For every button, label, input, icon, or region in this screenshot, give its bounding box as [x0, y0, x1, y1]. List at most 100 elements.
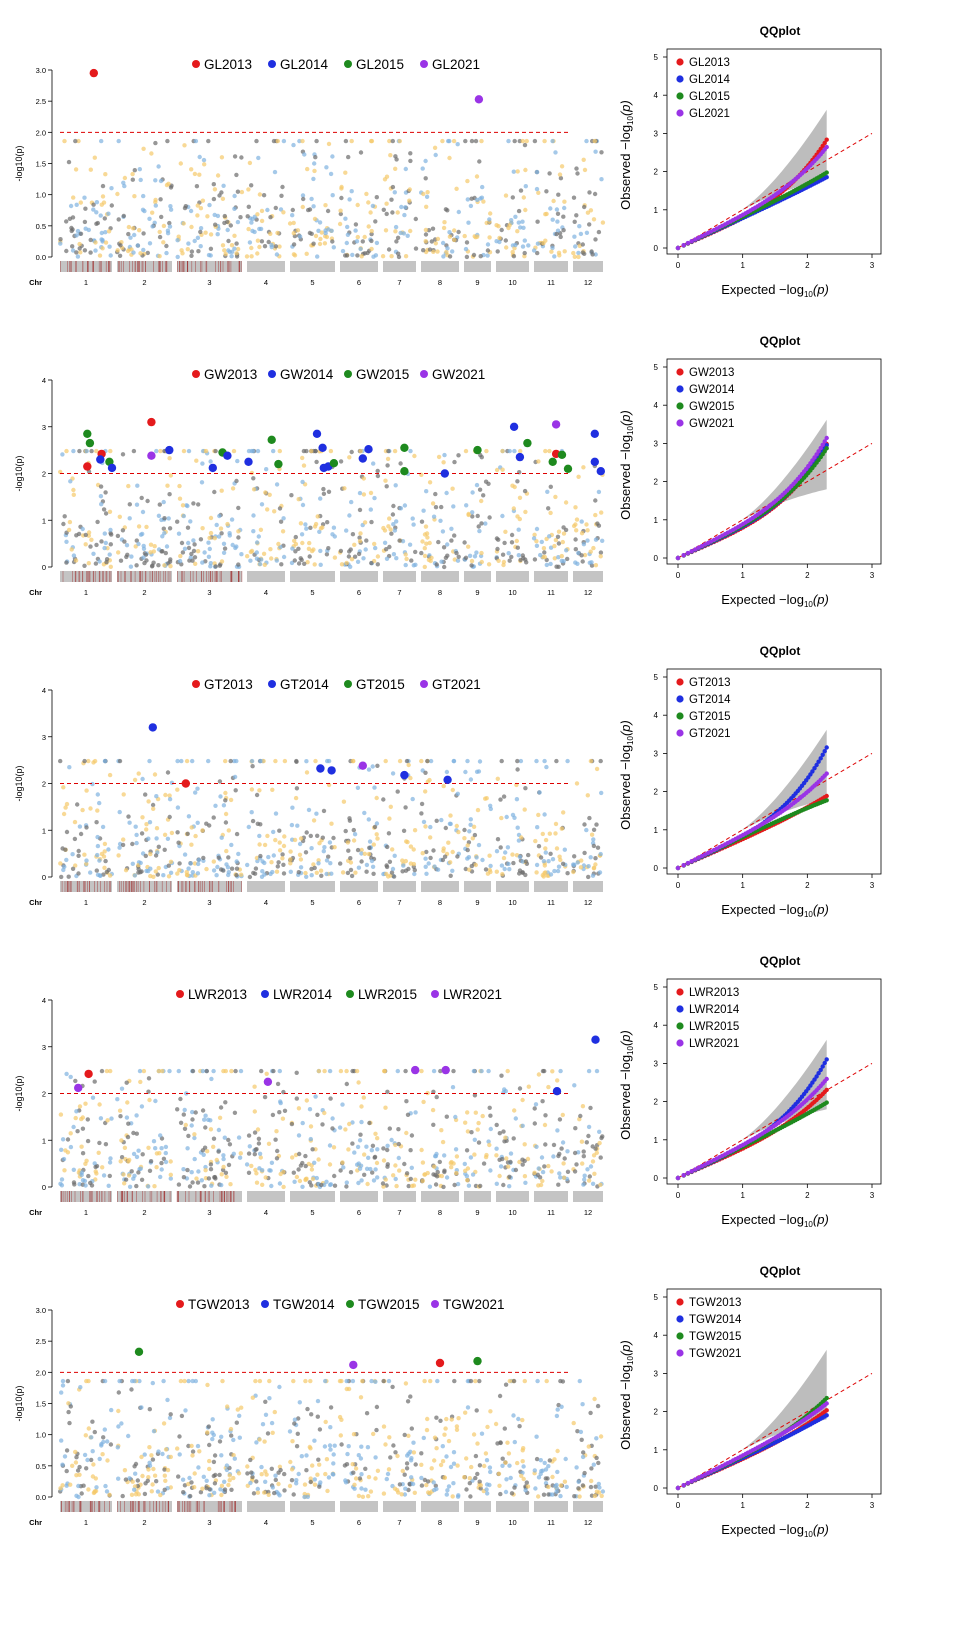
snp-point [162, 531, 167, 536]
chromosome-label: 10 [508, 1518, 516, 1527]
snp-point [80, 1115, 86, 1120]
snp-point [317, 529, 322, 534]
snp-point [314, 459, 319, 465]
snp-point [338, 1168, 343, 1173]
qq-frame [666, 48, 882, 255]
qq-frame [666, 668, 882, 875]
snp-point [434, 818, 439, 823]
snp-point [467, 553, 473, 558]
snp-point [177, 558, 183, 564]
snp-point [221, 803, 227, 808]
snp-point [221, 1156, 226, 1162]
snp-point [255, 1490, 261, 1495]
snp-point [468, 822, 473, 827]
snp-point [465, 856, 470, 861]
snp-point [359, 859, 364, 864]
snp-point [329, 228, 334, 233]
snp-point [442, 1169, 447, 1175]
snp-point [126, 1121, 131, 1126]
snp-point [133, 1492, 139, 1497]
snp-point [560, 861, 566, 866]
snp-point [590, 252, 595, 257]
snp-point [117, 758, 123, 764]
snp-point [560, 1140, 566, 1145]
snp-point [280, 1116, 286, 1121]
snp-point [141, 193, 146, 199]
snp-point [297, 1400, 302, 1405]
snp-point [363, 547, 368, 552]
snp-point [355, 202, 360, 208]
snp-point [425, 535, 430, 540]
snp-point [265, 833, 270, 839]
snp-point [476, 1140, 482, 1145]
snp-point [137, 167, 142, 172]
qq-point [816, 449, 821, 454]
legend-marker [192, 680, 200, 688]
snp-point [139, 1454, 144, 1460]
legend-label: GL2021 [689, 108, 730, 120]
snp-point [448, 821, 453, 827]
snp-point [108, 448, 113, 454]
significant-snp [590, 429, 599, 438]
snp-point [455, 854, 460, 859]
snp-point [308, 1378, 313, 1384]
snp-point [373, 253, 379, 258]
x-tick-label: 3 [870, 881, 875, 890]
snp-point [139, 495, 144, 501]
snp-point [424, 1482, 429, 1488]
confidence-band [742, 419, 827, 521]
snp-point [370, 764, 375, 769]
snp-point [90, 781, 95, 787]
snp-point [62, 514, 67, 519]
snp-point [263, 1479, 268, 1485]
chromosome-label: 3 [207, 1208, 211, 1217]
snp-point [375, 468, 380, 474]
snp-point [550, 857, 556, 862]
snp-point [248, 558, 253, 563]
snp-point [578, 231, 584, 237]
snp-point [511, 169, 516, 174]
snp-point [309, 231, 314, 236]
snp-point [494, 849, 500, 854]
snp-point [577, 1494, 582, 1499]
snp-point [596, 1460, 601, 1466]
y-tick-label: 2 [42, 1090, 46, 1099]
snp-point [385, 463, 390, 468]
snp-point [317, 1462, 322, 1467]
snp-point [165, 836, 171, 841]
legend-marker [344, 370, 352, 378]
snp-point [384, 484, 389, 489]
snp-point [413, 246, 419, 251]
snp-point [93, 240, 98, 245]
snp-point [573, 547, 578, 552]
snp-point [542, 863, 547, 868]
snp-point [107, 873, 113, 878]
snp-point [135, 243, 140, 248]
snp-point [188, 208, 194, 214]
snp-point [327, 1182, 333, 1188]
snp-point [536, 459, 541, 464]
snp-point [245, 1464, 250, 1469]
x-tick-label: 3 [870, 261, 875, 270]
snp-point [440, 529, 446, 534]
snp-point [344, 1081, 349, 1087]
snp-point [316, 861, 321, 866]
significant-snp [316, 764, 325, 773]
snp-point [104, 1489, 110, 1494]
snp-point [177, 868, 182, 873]
snp-point [205, 1382, 210, 1388]
snp-point [466, 1183, 472, 1188]
snp-point [91, 1462, 96, 1467]
snp-point [127, 516, 132, 521]
snp-point [296, 546, 301, 551]
snp-point [501, 855, 507, 861]
snp-point [259, 239, 265, 244]
snp-point [534, 169, 540, 175]
snp-point [352, 1150, 357, 1155]
snp-point [572, 1494, 577, 1499]
snp-point [413, 1110, 418, 1115]
snp-point [475, 807, 481, 813]
chromosome-label: 7 [397, 1208, 401, 1217]
snp-point [175, 1446, 180, 1451]
snp-point [373, 1167, 378, 1172]
